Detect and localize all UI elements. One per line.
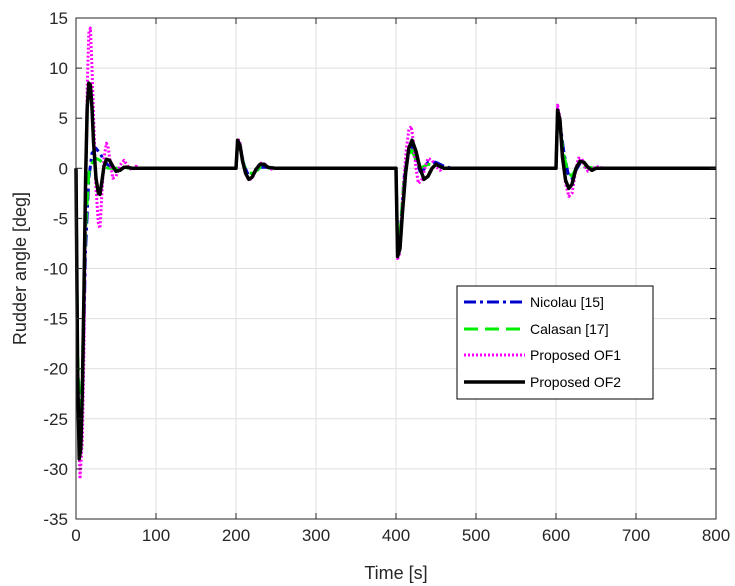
y-tick-label: 0 (59, 159, 68, 178)
legend-label-calasan: Calasan [17] (530, 321, 609, 337)
legend-box (456, 285, 654, 400)
y-tick-label: -5 (53, 209, 68, 228)
x-tick-label: 300 (302, 526, 330, 545)
y-tick-label: -20 (43, 360, 68, 379)
ticks (75, 17, 717, 520)
series-layer (74, 26, 716, 481)
y-tick-label: 10 (49, 59, 68, 78)
x-tick-label: 100 (142, 526, 170, 545)
y-tick-label: -35 (43, 510, 68, 529)
x-tick-label: 800 (702, 526, 730, 545)
x-tick-label: 700 (622, 526, 650, 545)
tick-labels: 0 100 200 300 400 500 600 700 800 15 10 5 0 -5 -10 -15 -… (43, 9, 730, 545)
y-tick-label: 5 (59, 109, 68, 128)
legend-label-proposed-of1: Proposed OF1 (530, 347, 621, 363)
series-line-3 (74, 81, 716, 461)
y-tick-label: -30 (43, 460, 68, 479)
series-line-0 (74, 111, 716, 451)
legend-label-proposed-of2: Proposed OF2 (530, 374, 621, 390)
y-tick-label: -10 (43, 260, 68, 279)
legend-label-nicolau: Nicolau [15] (530, 294, 604, 310)
x-tick-label: 200 (222, 526, 250, 545)
y-tick-label: 15 (49, 9, 68, 28)
x-tick-label: 500 (462, 526, 490, 545)
y-tick-label: -25 (43, 410, 68, 429)
y-axis-title: Rudder angle [deg] (10, 192, 30, 345)
x-tick-label: 0 (71, 526, 80, 545)
legend: Nicolau [15] Calasan [17] Proposed OF1 P… (456, 285, 654, 400)
x-axis-title: Time [s] (364, 563, 427, 583)
x-tick-label: 600 (542, 526, 570, 545)
x-tick-label: 400 (382, 526, 410, 545)
y-tick-label: -15 (43, 310, 68, 329)
